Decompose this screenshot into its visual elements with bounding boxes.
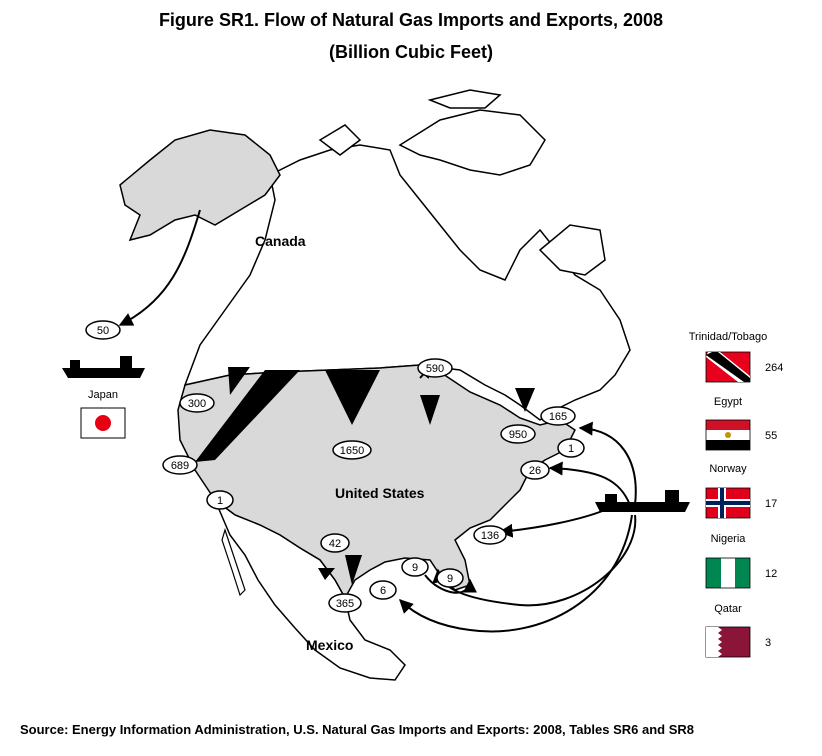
- value-bubble: 590: [417, 358, 453, 378]
- value-bubble: 1650: [332, 440, 372, 460]
- california-arrow: [195, 370, 300, 462]
- legend-value-qatar: 3: [765, 637, 771, 649]
- lng-tanker-east: [595, 490, 690, 512]
- value-bubble: 950: [500, 424, 536, 444]
- value-bubble: 9: [436, 568, 464, 588]
- value-san-diego: 1: [217, 495, 223, 507]
- legend-name-nigeria: Nigeria: [711, 533, 747, 545]
- value-alaska-japan: 50: [97, 325, 109, 337]
- value-elba-island: 136: [481, 530, 499, 542]
- figure-title: Figure SR1. Flow of Natural Gas Imports …: [158, 10, 664, 30]
- value-bubble: 50: [85, 320, 121, 340]
- value-el-paso: 42: [329, 538, 341, 550]
- mexico-landmass: [213, 497, 406, 681]
- egypt-flag: [705, 419, 751, 451]
- value-gulf-2: 9: [447, 573, 453, 585]
- value-dakota: 1650: [340, 445, 364, 457]
- value-washington: 300: [188, 398, 206, 410]
- value-bubble: 1: [206, 490, 234, 510]
- lng-tanker-west: [62, 356, 145, 378]
- dakota-arrow: [325, 370, 380, 425]
- michigan-arrow: [420, 395, 440, 425]
- value-bubble: 26: [520, 460, 550, 480]
- value-bubble: 1: [557, 438, 585, 458]
- legend-name-qatar: Qatar: [714, 603, 742, 615]
- value-bubble: 365: [328, 593, 362, 613]
- value-bubble: 300: [179, 393, 215, 413]
- value-california: 689: [171, 460, 189, 472]
- value-bubble: 136: [473, 525, 507, 545]
- qatar-flag: [705, 626, 751, 658]
- value-gulf-1: 9: [412, 562, 418, 574]
- value-bubble: 689: [162, 455, 198, 475]
- canada-landmass: [183, 89, 631, 421]
- legend-name-trinidad: Trinidad/Tobago: [689, 331, 767, 343]
- el-paso-arrow: [318, 568, 335, 580]
- value-south-texas: 365: [336, 598, 354, 610]
- legend-value-trinidad: 264: [765, 362, 783, 374]
- lng-curves: [118, 209, 637, 633]
- legend-name-norway: Norway: [709, 463, 747, 475]
- pipeline-arrows: [195, 367, 535, 585]
- new-york-arrow: [515, 388, 535, 412]
- alaska-export-curve: [118, 209, 201, 326]
- flow-values: 50 300 689 1650 590 950 165 1 26 136 1 4…: [85, 320, 585, 613]
- value-new-england: 165: [549, 411, 567, 423]
- japan-label: Japan: [88, 389, 118, 401]
- lng-source-legend: Trinidad/Tobago 264 Egypt 55 Norway 17: [689, 331, 783, 658]
- figure-subtitle: (Billion Cubic Feet): [329, 42, 493, 62]
- canada-label: Canada: [255, 233, 306, 249]
- alaska-landmass: [119, 129, 281, 242]
- source-note: Source: Energy Information Administratio…: [20, 722, 694, 737]
- south-texas-arrow: [345, 555, 362, 585]
- washington-arrow: [228, 367, 250, 395]
- legend-value-egypt: 55: [765, 430, 777, 442]
- value-gulf-mexico: 6: [380, 585, 386, 597]
- norway-flag: [705, 487, 751, 519]
- value-bubble: 165: [540, 406, 576, 426]
- mexico-label: Mexico: [306, 637, 353, 653]
- value-new-york: 950: [509, 429, 527, 441]
- us-label: United States: [335, 485, 425, 501]
- value-bubble: 42: [320, 533, 350, 553]
- value-maine: 1: [568, 443, 574, 455]
- value-bubble: 9: [401, 557, 429, 577]
- trinidad-flag: [705, 351, 751, 383]
- legend-value-norway: 17: [765, 498, 777, 510]
- nigeria-flag: [705, 557, 751, 589]
- legend-name-egypt: Egypt: [714, 396, 742, 408]
- japan-flag: Japan: [80, 389, 126, 439]
- value-michigan: 590: [426, 363, 444, 375]
- value-cove-point: 26: [529, 465, 541, 477]
- value-bubble: 6: [369, 580, 397, 600]
- legend-value-nigeria: 12: [765, 568, 777, 580]
